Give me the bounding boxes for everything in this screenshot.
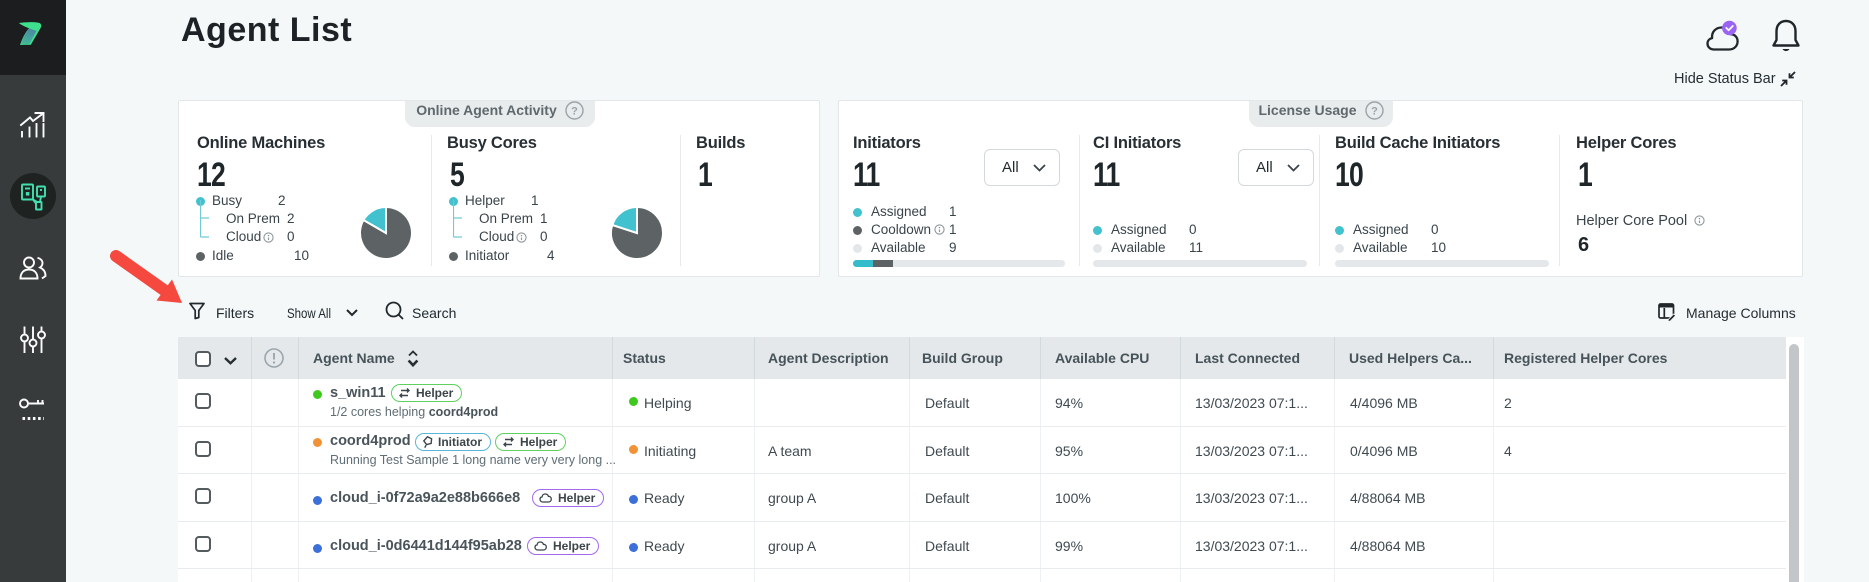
svg-text:?: ?: [571, 105, 578, 117]
svg-text:?: ?: [1371, 105, 1378, 117]
